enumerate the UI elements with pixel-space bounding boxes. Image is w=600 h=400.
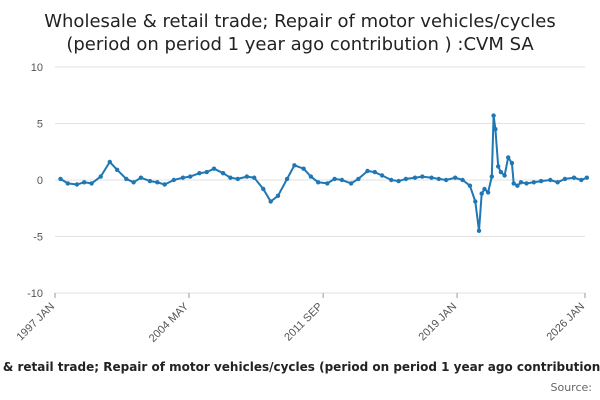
data-point [235,176,240,182]
y-tick-label: -10 [27,288,43,300]
data-point [356,176,361,182]
data-point [372,169,377,175]
data-point [171,177,176,183]
data-point [518,180,524,185]
data-point [460,177,465,183]
data-point [284,176,290,182]
data-point [403,176,409,182]
data-point [58,176,63,182]
data-point [515,183,520,188]
data-point [571,175,577,180]
data-point [316,180,321,185]
y-tick-label: 0 [37,175,43,187]
data-point [197,171,202,176]
data-point [485,190,491,195]
x-tick-label: 2004 MAY [147,300,192,345]
x-tick-label: 2026 JAN [544,301,587,344]
source-label: Source: [551,381,593,394]
data-point [489,174,494,179]
data-point [555,180,560,185]
data-point [124,176,129,182]
data-point [131,180,136,185]
y-tick-label: 10 [31,62,43,74]
data-point [506,155,511,160]
data-point [147,178,153,184]
data-point [261,186,266,192]
data-point [511,181,516,186]
gridlines [55,66,585,294]
data-point [339,177,345,183]
data-point [482,186,487,192]
data-point [107,159,113,165]
data-point [453,175,458,180]
data-point [538,178,544,184]
data-point [379,173,385,178]
y-axis-tick-labels: 10 5 0 -5 -10 [27,62,43,300]
data-point [562,176,568,182]
data-point [138,175,144,180]
data-point [268,199,273,204]
chart-title-line-1: Wholesale & retail trade; Repair of moto… [44,11,556,32]
data-point [389,177,394,183]
data-point [493,127,498,132]
data-point [114,167,120,172]
data-point [436,176,441,182]
data-point [348,181,354,186]
data-point [155,180,160,185]
data-point [275,193,281,198]
chart-title-line-2: (period on period 1 year ago contributio… [66,34,534,55]
legend-text: Wholesale & retail trade; Repair of moto… [0,360,600,374]
data-point [502,173,507,178]
data-point [89,181,94,186]
x-tick-label: 2011 SEP [282,301,325,344]
data-point [301,166,306,171]
data-point [162,182,167,187]
data-point [524,181,529,186]
data-point [325,181,330,186]
x-axis-tick-labels: 1997 JAN 2004 MAY 2011 SEP 2019 JAN 2026 JAN [14,293,587,345]
data-point [220,171,226,176]
series-line [59,114,588,232]
data-point [244,174,250,179]
data-point [584,175,589,180]
data-point [74,182,80,187]
data-point [491,113,496,118]
data-point [531,180,536,185]
data-point [308,174,314,179]
data-point [204,169,209,175]
data-point [252,175,257,180]
data-point [496,164,501,169]
data-point [396,178,401,184]
x-tick-label: 1997 JAN [14,301,57,344]
data-point [188,174,193,179]
data-point [211,166,217,171]
data-point [412,175,418,180]
data-point [332,176,337,182]
data-point [429,175,434,180]
data-point [476,228,482,233]
series-layer [58,113,589,233]
data-point [228,175,233,180]
data-point [479,191,484,196]
data-point [65,181,71,186]
data-point [443,177,449,183]
y-tick-label: 5 [37,119,43,131]
data-point [292,163,297,168]
data-point [498,169,504,175]
data-point [579,177,584,183]
data-point [548,177,553,183]
data-point [365,168,370,174]
data-point [420,174,425,179]
data-point [98,174,103,179]
data-point [82,180,87,185]
y-tick-label: -5 [33,232,43,244]
data-point [467,183,473,188]
data-point [473,199,478,204]
x-tick-label: 2019 JAN [417,301,460,344]
data-point [509,160,515,166]
data-point [180,175,186,180]
